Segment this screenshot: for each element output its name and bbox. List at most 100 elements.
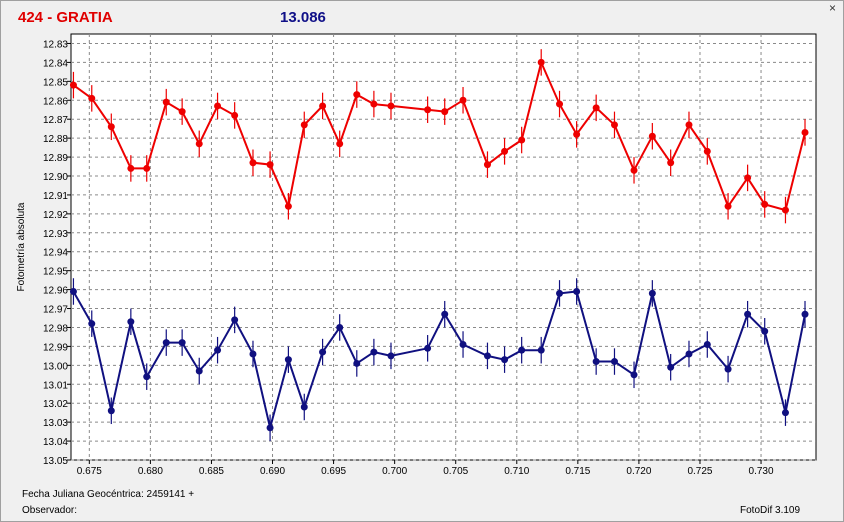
- y-tick-label: 13.05: [43, 456, 68, 467]
- data-point: [162, 98, 170, 106]
- x-tick-label: 0.685: [199, 466, 224, 477]
- data-point: [592, 358, 600, 366]
- data-point: [127, 318, 135, 326]
- data-point: [195, 367, 203, 375]
- data-point: [231, 316, 239, 324]
- data-point: [801, 128, 809, 136]
- data-point: [162, 339, 170, 347]
- data-point: [143, 373, 151, 381]
- close-icon[interactable]: ×: [828, 1, 836, 15]
- data-point: [143, 164, 151, 172]
- x-tick-label: 0.715: [565, 466, 590, 477]
- y-tick-label: 12.89: [43, 153, 68, 164]
- y-tick-label: 13.01: [43, 380, 68, 391]
- data-point: [685, 350, 693, 358]
- y-axis-ticks: 12.83 12.84 12.85 12.86 12.87 12.88 12.89 12.90…: [43, 39, 71, 467]
- data-point: [370, 100, 378, 108]
- x-tick-label: 0.690: [260, 466, 285, 477]
- data-point: [610, 358, 618, 366]
- data-point: [300, 121, 308, 129]
- data-point: [573, 130, 581, 138]
- data-point: [501, 147, 509, 155]
- series-1: [69, 49, 809, 224]
- data-point: [249, 159, 257, 167]
- data-point: [483, 161, 491, 169]
- data-point: [724, 365, 732, 373]
- x-tick-label: 0.710: [504, 466, 529, 477]
- y-tick-label: 13.02: [43, 399, 68, 410]
- data-point: [336, 140, 344, 148]
- data-point: [573, 287, 581, 295]
- y-tick-label: 12.98: [43, 323, 68, 334]
- data-point: [724, 202, 732, 210]
- observer-label: Observador:: [22, 505, 78, 516]
- data-point: [319, 348, 327, 356]
- y-tick-label: 12.88: [43, 134, 68, 145]
- y-tick-label: 12.95: [43, 267, 68, 278]
- y-tick-label: 12.94: [43, 248, 68, 259]
- data-point: [266, 424, 274, 432]
- magnitude-label: 13.086: [280, 9, 326, 26]
- data-point: [518, 346, 526, 354]
- data-point: [801, 310, 809, 318]
- data-point: [336, 323, 344, 331]
- data-point: [214, 346, 222, 354]
- data-point: [781, 409, 789, 417]
- data-point: [178, 108, 186, 116]
- data-point: [195, 140, 203, 148]
- data-point: [370, 348, 378, 356]
- y-tick-label: 12.87: [43, 115, 68, 126]
- data-point: [178, 339, 186, 347]
- data-point: [266, 161, 274, 169]
- data-point: [353, 359, 361, 367]
- y-tick-label: 12.83: [43, 39, 68, 50]
- plot-area: [70, 33, 817, 461]
- data-point: [284, 356, 292, 364]
- y-axis-label: Fotometría absoluta: [16, 202, 27, 291]
- data-point: [761, 200, 769, 208]
- data-point: [556, 289, 564, 297]
- data-point: [610, 121, 618, 129]
- series-line: [72, 59, 806, 212]
- data-point: [537, 58, 545, 66]
- x-tick-label: 0.675: [77, 466, 102, 477]
- data-point: [630, 371, 638, 379]
- x-tick-label: 0.720: [626, 466, 651, 477]
- data-point: [69, 287, 77, 295]
- data-point: [441, 108, 449, 116]
- data-point: [249, 350, 257, 358]
- series-2: [69, 278, 809, 442]
- data-point: [761, 327, 769, 335]
- data-point: [387, 102, 395, 110]
- y-tick-label: 12.96: [43, 286, 68, 297]
- data-point: [685, 121, 693, 129]
- y-tick-label: 13.00: [43, 361, 68, 372]
- y-tick-label: 12.92: [43, 210, 68, 221]
- data-point: [592, 104, 600, 112]
- y-tick-label: 12.97: [43, 305, 68, 316]
- series-group: [69, 49, 809, 442]
- data-point: [88, 320, 96, 328]
- data-point: [127, 164, 135, 172]
- version-label: FotoDif 3.109: [740, 505, 801, 516]
- data-point: [300, 403, 308, 411]
- y-tick-label: 12.90: [43, 172, 68, 183]
- x-tick-label: 0.730: [749, 466, 774, 477]
- x-axis-ticks: 0.675 0.680 0.685 0.690 0.695 0.700 0.705 0.710…: [77, 460, 774, 477]
- data-point: [556, 100, 564, 108]
- data-point: [648, 289, 656, 297]
- data-point: [284, 202, 292, 210]
- x-tick-label: 0.680: [138, 466, 163, 477]
- y-tick-label: 12.93: [43, 229, 68, 240]
- data-point: [107, 407, 115, 415]
- grid-lines: [71, 34, 816, 461]
- x-tick-label: 0.695: [321, 466, 346, 477]
- data-point: [781, 206, 789, 214]
- data-point: [214, 102, 222, 110]
- data-point: [69, 81, 77, 89]
- data-point: [667, 363, 675, 371]
- data-point: [88, 94, 96, 102]
- data-point: [387, 352, 395, 360]
- y-tick-label: 13.04: [43, 437, 68, 448]
